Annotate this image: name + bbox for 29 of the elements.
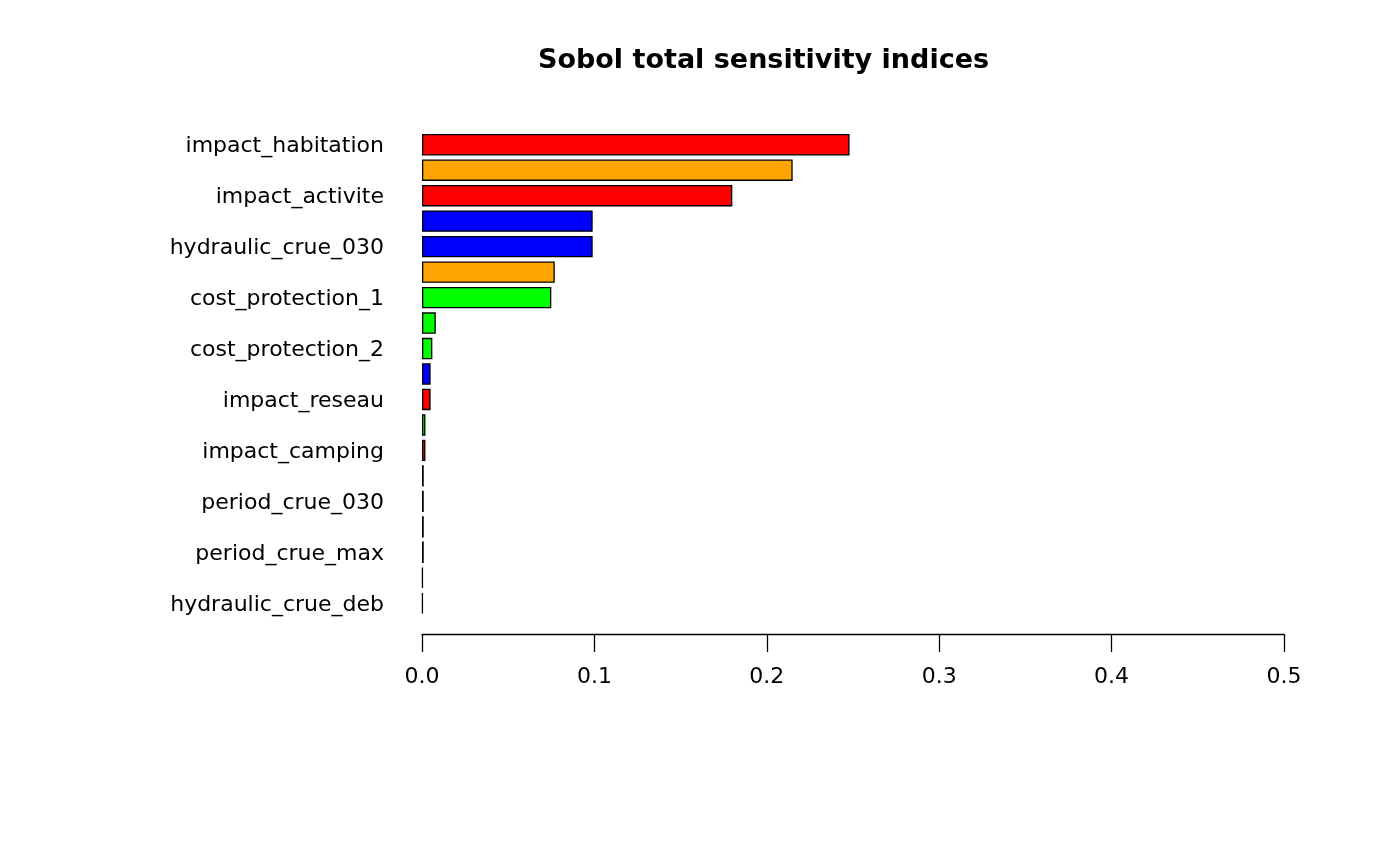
bar bbox=[422, 235, 593, 258]
y-tick-label: hydraulic_crue_030 bbox=[169, 234, 384, 261]
bar bbox=[422, 184, 733, 207]
y-tick-label: impact_activite bbox=[215, 183, 384, 210]
bar bbox=[422, 414, 426, 436]
bar bbox=[422, 210, 593, 232]
x-tick-label: 0.1 bbox=[576, 662, 612, 688]
x-tick-label: 0.2 bbox=[749, 662, 785, 688]
x-tick-label: 0.3 bbox=[921, 662, 957, 688]
chart-title: Sobol total sensitivity indices bbox=[538, 43, 990, 74]
bar bbox=[422, 388, 431, 411]
bar bbox=[422, 363, 431, 385]
y-tick-label: cost_protection_2 bbox=[189, 336, 384, 363]
y-tick-label: impact_camping bbox=[202, 437, 384, 464]
x-tick-label: 0.5 bbox=[1266, 662, 1302, 688]
y-tick-label: impact_reseau bbox=[222, 386, 384, 413]
bar bbox=[422, 286, 552, 309]
y-tick-label: period_crue_030 bbox=[201, 488, 384, 515]
x-tick-label: 0.4 bbox=[1094, 662, 1130, 688]
y-tick-label: hydraulic_crue_deb bbox=[170, 590, 384, 617]
bar bbox=[422, 134, 850, 156]
y-tick-label: cost_protection_1 bbox=[189, 285, 384, 312]
y-tick-label: period_crue_max bbox=[195, 539, 384, 566]
y-tick-label: impact_habitation bbox=[185, 132, 384, 159]
bar bbox=[422, 337, 433, 360]
bar bbox=[422, 261, 555, 283]
x-tick-label: 0.0 bbox=[404, 662, 440, 688]
bar bbox=[422, 159, 793, 181]
bar bbox=[422, 312, 436, 334]
